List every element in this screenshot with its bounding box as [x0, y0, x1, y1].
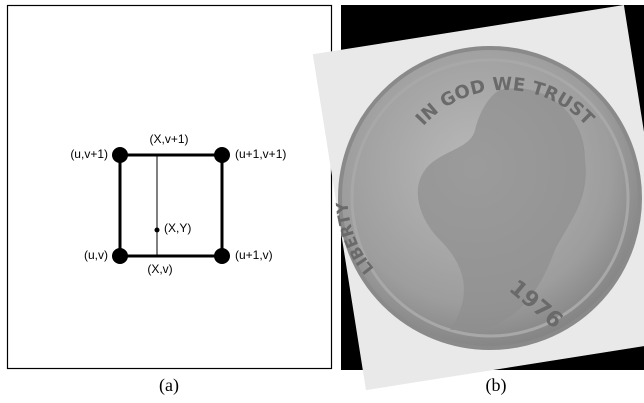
mid-label: (X,v+1) — [149, 132, 188, 146]
corner-label: (u,v) — [84, 248, 108, 262]
caption: (b) — [486, 375, 507, 396]
panel-frame — [8, 6, 332, 369]
panel-a: (u,v+1) (u+1,v+1) (u,v) (u+1,v) (X,v+1) … — [8, 6, 332, 397]
corner-point — [112, 248, 128, 264]
point-label: (X,Y) — [164, 221, 191, 235]
panel-b: IN GOD WE TRUST LIBERTY 1976 (b) — [313, 5, 644, 396]
corner-label: (u,v+1) — [70, 147, 108, 161]
corner-label: (u+1,v+1) — [235, 147, 286, 161]
figure: (u,v+1) (u+1,v+1) (u,v) (u+1,v) (X,v+1) … — [0, 0, 644, 403]
corner-point — [214, 248, 230, 264]
corner-point — [112, 147, 128, 163]
sample-point — [155, 228, 160, 233]
mid-label: (X,v) — [147, 262, 172, 276]
corner-point — [214, 147, 230, 163]
corner-label: (u+1,v) — [235, 248, 273, 262]
caption: (a) — [159, 375, 179, 396]
